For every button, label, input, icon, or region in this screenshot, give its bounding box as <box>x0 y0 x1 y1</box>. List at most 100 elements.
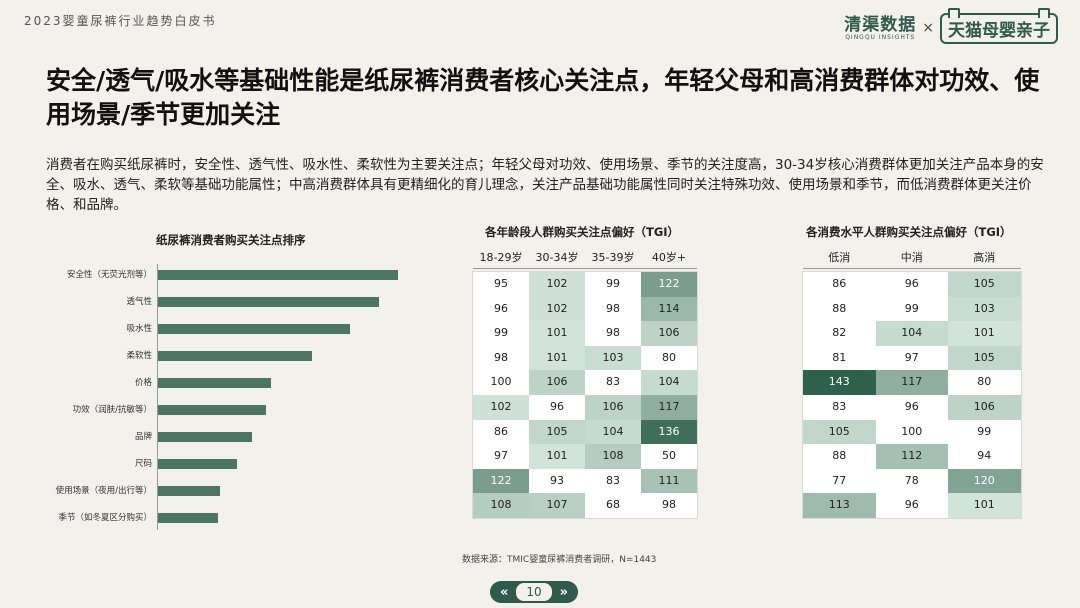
heatmap-cell: 97 <box>875 345 948 371</box>
bar-label: 柔软性 <box>126 351 152 361</box>
heatmap-cell: 106 <box>641 321 697 346</box>
bar <box>158 432 252 442</box>
heatmap-cell: 68 <box>585 493 641 518</box>
brand-separator: × <box>922 20 934 36</box>
bar <box>158 513 218 523</box>
bar-label: 吸水性 <box>126 324 152 334</box>
heatmap-cell: 102 <box>529 296 585 322</box>
page-number: 10 <box>516 583 552 601</box>
bar-label: 功效（润肤/抗敏等） <box>72 405 152 415</box>
bar-chart-axis <box>157 264 158 530</box>
heatmap-cell: 122 <box>641 272 697 297</box>
heatmap-cell: 108 <box>473 493 529 518</box>
bar <box>158 270 398 280</box>
heatmap-cell: 82 <box>803 321 876 346</box>
heatmap-cell: 107 <box>529 493 585 518</box>
heatmap-column-header: 低消 <box>828 251 851 264</box>
heatmap-cell: 96 <box>875 272 948 297</box>
heatmap-cell: 101 <box>529 444 585 469</box>
heatmap-cell: 98 <box>641 493 697 518</box>
heatmap-cell: 113 <box>803 493 876 518</box>
heatmap-cell: 100 <box>875 419 948 445</box>
heatmap-cell: 101 <box>529 345 585 371</box>
heatmap-cell: 96 <box>875 493 948 518</box>
heatmap-cell: 80 <box>948 370 1021 395</box>
bar <box>158 378 271 388</box>
bar <box>158 486 221 496</box>
bar <box>158 459 238 469</box>
heatmap-cell: 136 <box>641 419 697 445</box>
heatmap-cell: 101 <box>948 321 1021 346</box>
heatmap-column-header: 18-29岁 <box>479 251 523 264</box>
heatmap-cell: 104 <box>641 370 697 395</box>
heatmap-cell: 108 <box>585 444 641 469</box>
heatmap-cell: 106 <box>948 395 1021 420</box>
heatmap-column-header: 中消 <box>900 251 923 264</box>
heatmap-cell: 99 <box>875 296 948 322</box>
page-title: 安全/透气/吸水等基础性能是纸尿裤消费者核心关注点，年轻父母和高消费群体对功效、… <box>46 66 1040 129</box>
heatmap-cell: 105 <box>803 419 876 445</box>
data-source-note: 数据来源：TMIC婴童尿裤消费者调研，N=1443 <box>462 555 657 565</box>
bar-label: 尺码 <box>134 459 152 469</box>
heatmap-cell: 88 <box>803 296 876 322</box>
heatmap-header-rule <box>473 268 697 269</box>
heatmap-header-rule <box>803 268 1021 269</box>
heatmap-cell: 99 <box>948 419 1021 445</box>
bar-label: 使用场景（夜用/出行等） <box>55 486 152 496</box>
bar-label: 价格 <box>134 378 152 388</box>
heatmap-column-header: 高消 <box>973 251 996 264</box>
qingqu-logo: 清渠数据 QINGQU INSIGHTS <box>844 16 916 41</box>
heatmap-cell: 77 <box>803 468 876 494</box>
bar-chart-title: 纸尿裤消费者购买关注点排序 <box>156 233 306 247</box>
heatmap-cell: 120 <box>948 468 1021 494</box>
bar-label: 品牌 <box>134 432 152 442</box>
heatmap-cell: 83 <box>585 468 641 494</box>
heatmap-cell: 101 <box>529 321 585 346</box>
heatmap-cell: 143 <box>803 370 876 395</box>
heatmap-cell: 50 <box>641 444 697 469</box>
heatmap-cell: 111 <box>641 468 697 494</box>
heatmap-cell: 106 <box>585 395 641 420</box>
heatmap-cell: 98 <box>585 321 641 346</box>
heatmap-cell: 88 <box>803 444 876 469</box>
heatmap-cell: 102 <box>473 395 529 420</box>
heatmap-cell: 98 <box>585 296 641 322</box>
qingqu-logo-text: 清渠数据 <box>844 14 917 35</box>
heatmap-cell: 99 <box>473 321 529 346</box>
double-chevron-left-icon[interactable]: « <box>499 584 509 600</box>
bar <box>158 351 312 361</box>
heatmap-cell: 83 <box>585 370 641 395</box>
heatmap-cell: 94 <box>948 444 1021 469</box>
heatmap-cell: 83 <box>803 395 876 420</box>
heatmap-cell: 103 <box>948 296 1021 322</box>
heatmap-column-header: 35-39岁 <box>591 251 635 264</box>
heatmap-cell: 101 <box>948 493 1021 518</box>
heatmap-cell: 106 <box>529 370 585 395</box>
heatmap-cell: 96 <box>473 296 529 322</box>
heatmap-cell: 102 <box>529 272 585 297</box>
page-navigator: « 10 » <box>490 581 578 603</box>
heatmap-cell: 97 <box>473 444 529 469</box>
heatmap-cell: 80 <box>641 345 697 371</box>
heatmap-cell: 98 <box>473 345 529 371</box>
heatmap-cell: 105 <box>948 272 1021 297</box>
bar-label: 安全性（无荧光剂等） <box>66 270 152 280</box>
heatmap-cell: 86 <box>473 419 529 445</box>
double-chevron-right-icon[interactable]: » <box>559 584 569 600</box>
spend-heatmap-title: 各消费水平人群购买关注点偏好（TGI） <box>806 225 1012 239</box>
heatmap-cell: 117 <box>641 395 697 420</box>
heatmap-cell: 117 <box>875 370 948 395</box>
intro-paragraph: 消费者在购买纸尿裤时，安全性、透气性、吸水性、柔软性为主要关注点；年轻父母对功效… <box>46 157 1044 213</box>
age-heatmap-title: 各年龄段人群购买关注点偏好（TGI） <box>485 225 680 239</box>
bar-label: 季节（如冬夏区分购买） <box>58 513 152 523</box>
heatmap-cell: 112 <box>875 444 948 469</box>
heatmap-cell: 81 <box>803 345 876 371</box>
tmall-mother-baby-logo: 天猫母婴亲子 <box>940 7 1058 44</box>
heatmap-cell: 96 <box>875 395 948 420</box>
qingqu-logo-subtext: QINGQU INSIGHTS <box>845 33 916 41</box>
heatmap-cell: 114 <box>641 296 697 322</box>
bar <box>158 297 379 307</box>
heatmap-cell: 95 <box>473 272 529 297</box>
bar-label: 透气性 <box>126 297 152 307</box>
heatmap-column-header: 30-34岁 <box>535 251 579 264</box>
